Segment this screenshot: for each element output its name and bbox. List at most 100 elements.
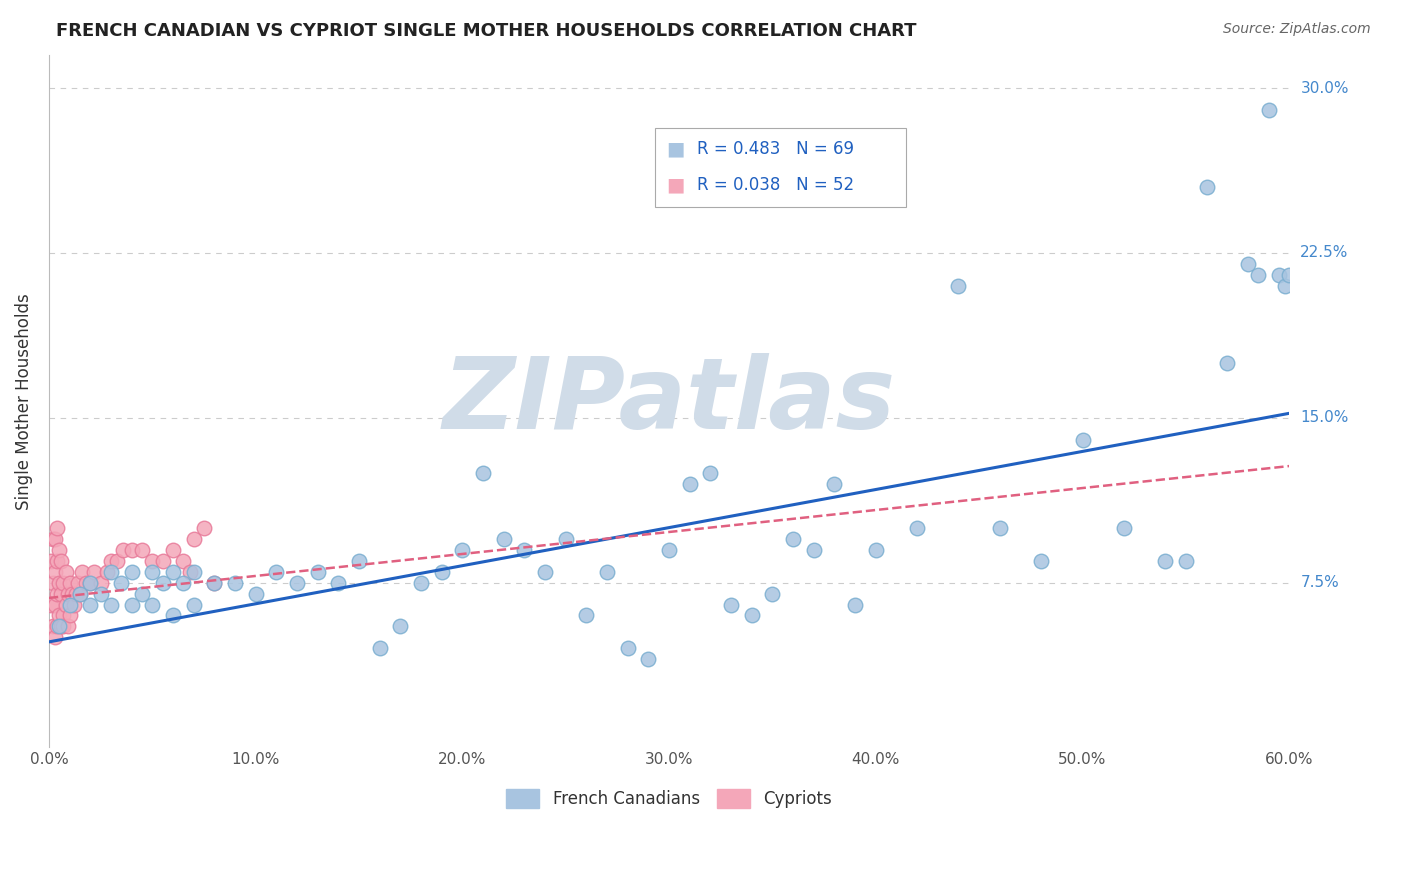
Point (1278, 268, 1301, 282)
Point (1174, 553, 1197, 567)
Text: R = 0.038   N = 52: R = 0.038 N = 52 (697, 177, 855, 194)
Point (44, 532, 66, 546)
Point (162, 608, 184, 623)
Point (1247, 268, 1270, 282)
Point (69, 586, 91, 600)
Point (699, 466, 721, 480)
Point (96, 565, 118, 579)
Legend: French Canadians, Cypriots: French Canadians, Cypriots (499, 782, 839, 815)
Point (1154, 553, 1177, 567)
Point (202, 575, 225, 590)
Point (1071, 433, 1094, 447)
Point (193, 520, 215, 534)
Point (75, 575, 97, 590)
Point (46, 619, 69, 633)
Point (1257, 103, 1279, 117)
Text: ■: ■ (666, 176, 685, 194)
Point (658, 542, 681, 557)
Point (409, 575, 432, 590)
Point (451, 542, 474, 557)
Point (39, 598, 62, 612)
Point (121, 542, 143, 557)
Point (112, 542, 135, 557)
Point (48, 608, 70, 623)
Point (51, 619, 73, 633)
Point (1237, 257, 1260, 271)
Point (90, 575, 112, 590)
Point (637, 652, 659, 666)
Point (48, 542, 70, 557)
Point (100, 553, 122, 567)
Point (131, 586, 153, 600)
Point (79, 575, 101, 590)
Point (55, 598, 77, 612)
Point (42, 575, 65, 590)
Point (905, 520, 928, 534)
Point (162, 565, 184, 579)
Point (121, 598, 143, 612)
Point (79, 598, 101, 612)
Point (224, 575, 246, 590)
Point (51, 586, 73, 600)
Point (368, 641, 391, 656)
Point (46, 553, 69, 567)
Point (266, 565, 288, 579)
Point (513, 542, 536, 557)
Point (202, 575, 225, 590)
Point (823, 476, 845, 491)
Point (1112, 520, 1135, 534)
Point (90, 586, 112, 600)
Point (70, 565, 93, 579)
Point (141, 553, 163, 567)
Point (48, 575, 70, 590)
Point (152, 553, 174, 567)
Text: ZIPatlas: ZIPatlas (443, 352, 896, 450)
Point (110, 575, 132, 590)
Point (347, 553, 370, 567)
Point (52, 575, 75, 590)
Point (720, 598, 742, 612)
Point (782, 532, 804, 546)
Point (48, 619, 70, 633)
Point (152, 575, 174, 590)
Point (179, 565, 201, 579)
Point (172, 575, 194, 590)
Point (245, 586, 267, 600)
Point (52, 608, 75, 623)
Point (59, 575, 82, 590)
Point (55, 565, 77, 579)
Point (162, 542, 184, 557)
Point (44, 565, 66, 579)
Point (56, 586, 79, 600)
Point (1216, 356, 1239, 370)
Point (183, 598, 205, 612)
Point (803, 542, 825, 557)
Point (46, 520, 69, 534)
Point (741, 608, 763, 623)
Point (131, 542, 153, 557)
Text: R = 0.483   N = 69: R = 0.483 N = 69 (697, 140, 855, 158)
Point (44, 598, 66, 612)
Point (761, 586, 783, 600)
Text: Source: ZipAtlas.com: Source: ZipAtlas.com (1223, 22, 1371, 37)
Point (1195, 180, 1218, 194)
Point (1268, 268, 1291, 282)
Point (59, 598, 82, 612)
Point (141, 565, 163, 579)
Point (554, 532, 576, 546)
Point (285, 575, 308, 590)
Point (121, 565, 143, 579)
Point (100, 598, 122, 612)
Text: 7.5%: 7.5% (1301, 575, 1339, 590)
Y-axis label: Single Mother Households: Single Mother Households (15, 293, 32, 509)
Point (183, 532, 205, 546)
Text: 22.5%: 22.5% (1301, 245, 1348, 260)
Point (46, 586, 69, 600)
Point (56, 619, 79, 633)
Point (100, 565, 122, 579)
Point (389, 619, 412, 633)
Point (172, 553, 194, 567)
Point (865, 542, 887, 557)
Point (52, 619, 75, 633)
Point (472, 466, 495, 480)
